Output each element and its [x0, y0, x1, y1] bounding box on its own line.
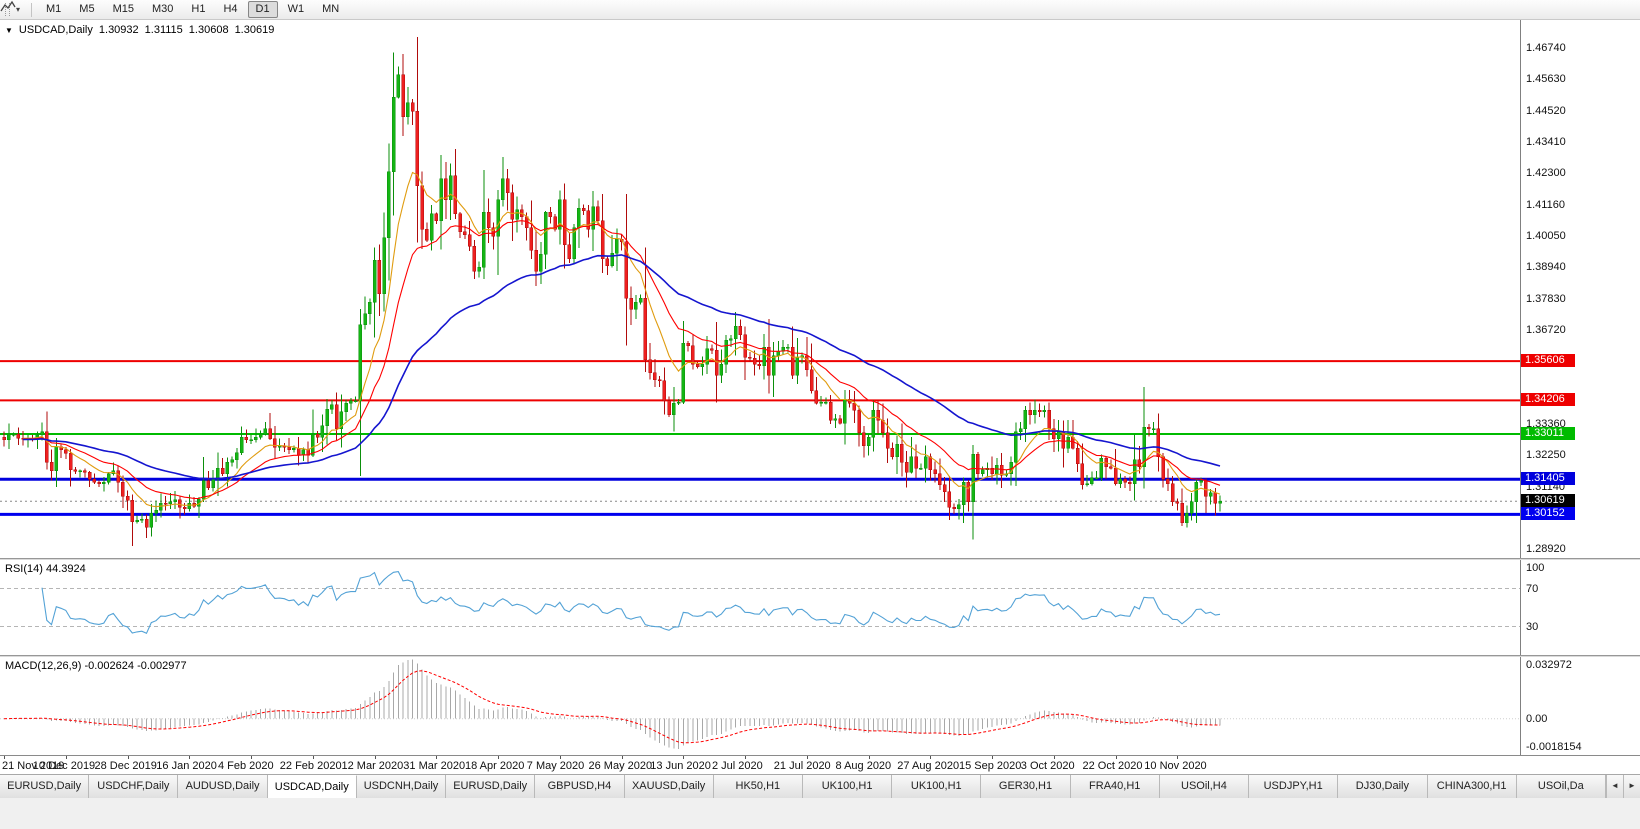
timeframe-m1-button[interactable]: M1	[46, 3, 62, 15]
chart-type-button[interactable]: ▾	[0, 0, 21, 14]
chart-tab-china300-h1[interactable]: CHINA300,H1	[1427, 775, 1517, 798]
ohlc-open: 1.30932	[98, 24, 139, 36]
time-axis-label: 13 Jun 2020	[650, 760, 711, 772]
chart-tab-fra40-h1[interactable]: FRA40,H1	[1070, 775, 1160, 798]
tab-scroll-buttons: ◄ ►	[1606, 775, 1640, 798]
time-axis-tick	[251, 756, 252, 759]
time-axis-label: 21 Nov 2019	[2, 760, 65, 772]
timeframe-w1-button[interactable]: W1	[287, 3, 305, 15]
rsi-indicator-panel[interactable]: 100 70 30 RSI(14) 44.3924	[0, 560, 1640, 655]
time-axis-label: 22 Oct 2020	[1082, 760, 1143, 772]
time-axis-label: 18 Apr 2020	[465, 760, 525, 772]
time-axis-label: 27 Aug 2020	[897, 760, 960, 772]
time-axis-label: 4 Feb 2020	[218, 760, 274, 772]
macd-canvas[interactable]	[0, 657, 1640, 755]
rsi-label: RSI(14) 44.3924	[5, 563, 86, 575]
ohlc-low: 1.30608	[188, 24, 229, 36]
time-axis-tick	[745, 756, 746, 759]
timeframe-h4-button[interactable]: H4	[223, 3, 238, 15]
time-axis-label: 21 Jul 2020	[773, 760, 831, 772]
time-axis-label: 3 Oct 2020	[1020, 760, 1075, 772]
chart-tab-hk50-h1[interactable]: HK50,H1	[713, 775, 803, 798]
chart-tab-audusd-daily[interactable]: AUDUSD,Daily	[178, 775, 268, 798]
chart-title: ▼ USDCAD,Daily 1.30932 1.31115 1.30608 1…	[5, 24, 274, 37]
timeframes-toolbar: ▾ M1 M5 M15 M30 H1 H4 D1 W1 MN	[0, 0, 1640, 20]
window-bottom-strip	[0, 798, 1640, 829]
chart-tab-xauusd-daily[interactable]: XAUUSD,Daily	[624, 775, 714, 798]
chart-tab-eurusd-daily[interactable]: EURUSD,Daily	[446, 775, 536, 798]
panel-splitter[interactable]	[0, 558, 1640, 560]
timeframe-mn-button[interactable]: MN	[322, 3, 340, 15]
time-axis-tick	[374, 756, 376, 759]
tab-scroll-right-button[interactable]: ►	[1623, 775, 1640, 798]
chart-tab-eurusd-daily[interactable]: EURUSD,Daily	[0, 775, 90, 798]
time-axis-tick	[312, 756, 314, 759]
time-axis: 21 Nov 2019 10 Dec 2019 28 Dec 2019 16 Jan …	[0, 755, 1640, 774]
time-axis-tick	[65, 756, 67, 759]
chart-tab-usoil-h4[interactable]: USOil,H4	[1159, 775, 1250, 798]
time-axis-label: 26 May 2020	[588, 760, 653, 772]
chart-tab-ger30-h1[interactable]: GER30,H1	[981, 775, 1071, 798]
time-axis-tick	[868, 756, 870, 759]
time-axis-label: 10 Nov 2020	[1144, 760, 1207, 772]
chart-tab-uk100-h1[interactable]: UK100,H1	[892, 775, 982, 798]
time-axis-label: 28 Dec 2019	[94, 760, 157, 772]
time-axis-tick	[621, 756, 623, 759]
timeframe-d1-button[interactable]: D1	[247, 1, 278, 18]
time-axis-label: 15 Sep 2020	[959, 760, 1022, 772]
time-axis-label: 7 May 2020	[526, 760, 585, 772]
time-axis-tick	[930, 756, 932, 759]
macd-label: MACD(12,26,9) -0.002624 -0.002977	[5, 660, 187, 672]
oneclick-trading-arrow-icon[interactable]: ▼	[5, 26, 13, 35]
chart-tabs: EURUSD,Daily USDCHF,Daily AUDUSD,Daily USDC…	[0, 775, 1606, 798]
chart-tab-usdcnh-daily[interactable]: USDCNH,Daily	[356, 775, 447, 798]
chart-symbol-label: USDCAD,Daily	[18, 24, 93, 36]
rsi-canvas[interactable]	[0, 560, 1640, 655]
candlestick-canvas[interactable]	[0, 20, 1640, 558]
time-axis-label: 2 Jul 2020	[712, 760, 763, 772]
time-axis-label: 8 Aug 2020	[835, 760, 892, 772]
chart-tab-usdjpy-h1[interactable]: USDJPY,H1	[1249, 775, 1339, 798]
chevron-down-icon: ▾	[16, 5, 21, 14]
chart-tab-uk100-h1[interactable]: UK100,H1	[802, 775, 893, 798]
chart-tab-bar: EURUSD,Daily USDCHF,Daily AUDUSD,Daily USDC…	[0, 774, 1640, 798]
chart-tab-usdcad-daily[interactable]: USDCAD,Daily	[267, 775, 357, 798]
time-axis-label: 31 Mar 2020	[403, 760, 466, 772]
ohlc-high: 1.31115	[144, 24, 183, 36]
time-axis-tick	[1177, 756, 1179, 759]
time-axis-label: 22 Feb 2020	[279, 760, 342, 772]
time-axis-tick	[559, 756, 561, 759]
timeframe-buttons-group: M1 M5 M15 M30 H1 H4 D1 W1 MN	[37, 1, 348, 18]
toolbar-grip[interactable]	[5, 3, 10, 16]
chart-tab-usdchf-daily[interactable]: USDCHF,Daily	[89, 775, 179, 798]
panel-splitter[interactable]	[0, 655, 1640, 657]
time-axis-tick	[436, 756, 438, 759]
time-axis-tick	[683, 756, 685, 759]
line-chart-icon	[0, 0, 16, 12]
time-axis-tick	[498, 756, 499, 759]
time-axis-label: 16 Jan 2020	[156, 760, 217, 772]
time-axis-tick	[1115, 756, 1117, 759]
time-axis-tick	[127, 756, 129, 759]
main-chart-panel[interactable]: 1.46740 1.45630 1.44520 1.43410 1.42300 1.411…	[0, 20, 1640, 558]
time-axis-label: 12 Mar 2020	[341, 760, 404, 772]
chart-tab-usoil-da[interactable]: USOil,Da	[1516, 775, 1606, 798]
timeframe-h1-button[interactable]: H1	[191, 3, 206, 15]
tab-scroll-left-button[interactable]: ◄	[1606, 775, 1623, 798]
chart-tab-gbpusd-h4[interactable]: GBPUSD,H4	[535, 775, 625, 798]
time-axis-tick	[992, 756, 993, 759]
time-axis-tick	[189, 756, 191, 759]
ohlc-close: 1.30619	[234, 24, 275, 36]
time-axis-label: 10 Dec 2019	[32, 760, 96, 772]
toolbar-separator	[31, 2, 33, 17]
time-axis-tick	[806, 756, 808, 759]
time-axis-labels: 21 Nov 2019 10 Dec 2019 28 Dec 2019 16 Jan …	[0, 756, 1640, 774]
chart-tab-dj30-daily[interactable]: DJ30,Daily	[1338, 775, 1428, 798]
time-axis-tick	[4, 756, 5, 759]
timeframe-m5-button[interactable]: M5	[79, 3, 95, 15]
time-axis-tick	[1053, 756, 1055, 759]
timeframe-m30-button[interactable]: M30	[151, 3, 174, 15]
timeframe-m15-button[interactable]: M15	[112, 3, 134, 15]
macd-indicator-panel[interactable]: 0.032972 0.00 -0.0018154 MACD(12,26,9) -0.…	[0, 657, 1640, 755]
